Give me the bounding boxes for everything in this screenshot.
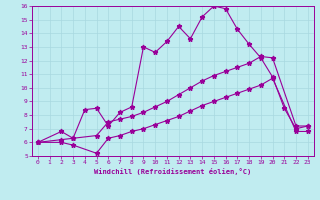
X-axis label: Windchill (Refroidissement éolien,°C): Windchill (Refroidissement éolien,°C) [94, 168, 252, 175]
